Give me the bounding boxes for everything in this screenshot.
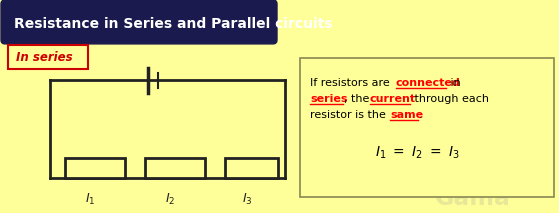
Text: in: in: [447, 78, 461, 88]
Bar: [225, 158, 278, 178]
Bar: [65, 158, 125, 178]
Text: Resistance in Series and Parallel circuits: Resistance in Series and Parallel circui…: [14, 17, 333, 31]
FancyBboxPatch shape: [8, 45, 88, 69]
Text: same: same: [390, 110, 423, 120]
Text: .: .: [419, 110, 423, 120]
Text: $I_1$: $I_1$: [85, 192, 96, 207]
Bar: [145, 158, 205, 178]
Text: $I_1\ =\ I_2\ =\ I_3$: $I_1\ =\ I_2\ =\ I_3$: [375, 144, 460, 161]
Text: If resistors are: If resistors are: [310, 78, 393, 88]
Text: series: series: [310, 94, 348, 104]
Text: $I_2$: $I_2$: [165, 192, 176, 207]
Text: $I_3$: $I_3$: [241, 192, 252, 207]
Text: current: current: [370, 94, 416, 104]
Text: , the: , the: [344, 94, 373, 104]
Text: Gama: Gama: [435, 186, 511, 210]
Text: connected: connected: [396, 78, 461, 88]
Text: resistor is the: resistor is the: [310, 110, 390, 120]
Text: In series: In series: [16, 51, 73, 64]
FancyBboxPatch shape: [300, 58, 554, 197]
Text: through each: through each: [411, 94, 489, 104]
FancyBboxPatch shape: [1, 0, 277, 44]
